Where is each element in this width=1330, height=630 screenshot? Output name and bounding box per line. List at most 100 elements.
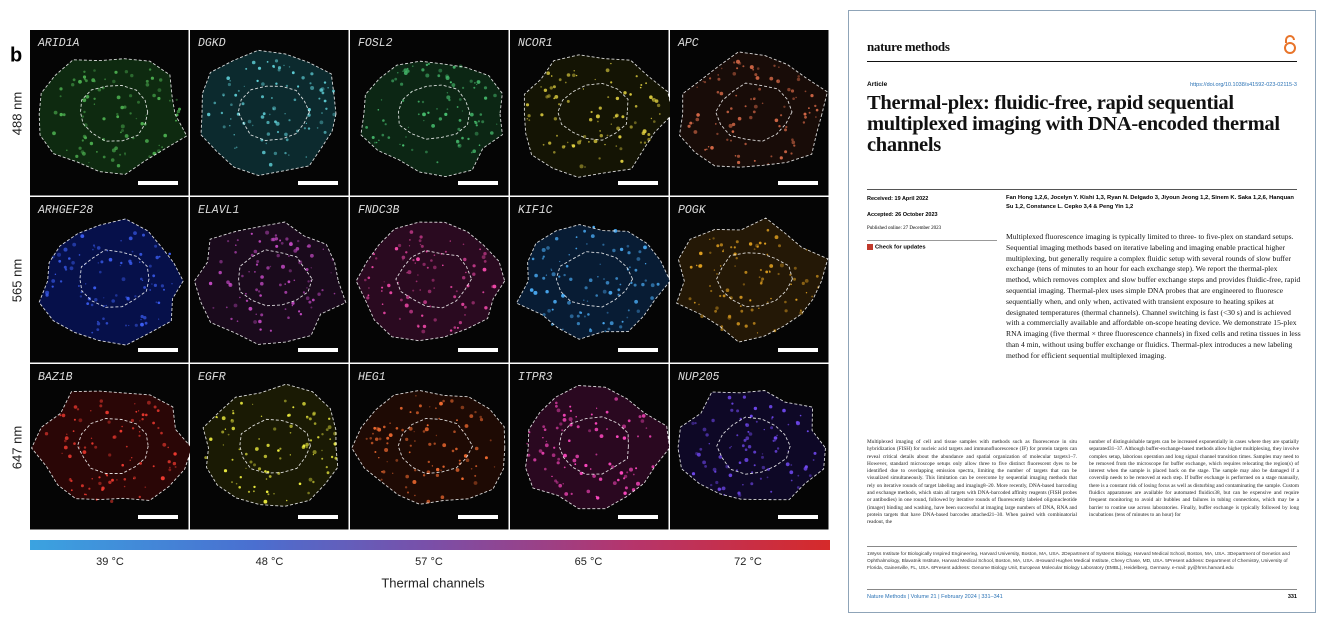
fluorescent-spot	[120, 105, 124, 110]
fluorescent-spot	[417, 274, 419, 276]
fluorescent-spot	[415, 280, 418, 283]
fluorescent-spot	[737, 160, 741, 165]
cell-body	[516, 224, 671, 340]
fluorescent-spot	[232, 412, 235, 415]
fluorescent-spot	[638, 250, 642, 254]
fluorescent-spot	[776, 447, 780, 450]
fluorescent-spot	[283, 64, 285, 67]
fluorescent-spot	[633, 283, 637, 287]
fluorescent-spot	[764, 242, 767, 245]
fluorescent-spot	[220, 111, 224, 115]
fluorescent-spot	[238, 448, 241, 451]
fluorescent-spot	[305, 296, 310, 301]
nucleus-outline	[716, 252, 793, 308]
check-updates[interactable]: Check for updates	[867, 240, 997, 251]
fluorescent-spot	[699, 447, 703, 451]
fluorescent-spot	[409, 239, 411, 241]
fluorescent-spot	[570, 492, 573, 495]
fluorescent-spot	[566, 141, 569, 144]
fluorescent-spot	[619, 471, 624, 475]
fluorescent-spot	[140, 322, 144, 327]
fluorescent-spot	[606, 311, 609, 314]
fluorescent-spot	[378, 139, 380, 141]
fluorescent-spot	[417, 113, 420, 116]
fluorescent-spot	[409, 309, 413, 314]
fluorescent-spot	[558, 78, 562, 82]
fluorescent-spot	[462, 243, 465, 246]
fluorescent-spot	[80, 291, 83, 294]
fluorescent-spot	[431, 278, 435, 282]
fluorescent-spot	[163, 133, 167, 138]
fluorescent-spot	[330, 455, 334, 459]
fluorescent-spot	[145, 139, 149, 143]
fluorescent-spot	[614, 397, 618, 401]
fluorescent-spot	[716, 244, 720, 248]
fluorescent-spot	[230, 317, 233, 321]
fluorescent-spot	[328, 417, 331, 420]
fluorescent-spot	[476, 83, 478, 86]
fluorescent-spot	[464, 424, 469, 428]
fluorescent-spot	[301, 76, 305, 80]
fluorescent-spot	[156, 409, 160, 412]
fluorescent-spot	[124, 70, 129, 74]
fluorescent-spot	[399, 406, 403, 410]
fluorescent-spot	[321, 433, 324, 436]
gene-label: EGFR	[198, 371, 226, 384]
fluorescent-spot	[158, 255, 161, 258]
fluorescent-spot	[543, 428, 547, 432]
colorbar-ticks: 39 °C 48 °C 57 °C 65 °C 72 °C	[96, 556, 762, 568]
fluorescent-spot	[562, 413, 566, 417]
cell-body	[203, 384, 338, 507]
fluorescent-spot	[799, 414, 802, 417]
gene-label: ELAVL1	[198, 204, 239, 217]
fluorescent-spot	[138, 434, 141, 437]
fluorescent-spot	[743, 438, 747, 442]
fluorescent-spot	[698, 303, 700, 306]
fluorescent-spot	[235, 244, 237, 246]
fluorescent-spot	[224, 428, 227, 430]
fluorescent-spot	[391, 79, 395, 83]
fluorescent-spot	[266, 443, 270, 447]
fluorescent-spot	[580, 311, 583, 314]
fluorescent-spot	[119, 264, 122, 267]
fluorescent-spot	[277, 66, 282, 70]
fluorescent-spot	[169, 466, 171, 469]
fluorescent-spot	[297, 85, 300, 88]
fluorescent-spot	[69, 478, 72, 480]
fluorescent-spot	[86, 95, 90, 99]
row-label: 565 nm	[9, 259, 24, 302]
fluorescent-spot	[159, 78, 163, 82]
fluorescent-spot	[288, 255, 290, 257]
microscopy-image: KIF1C	[510, 197, 671, 363]
fluorescent-spot	[803, 112, 807, 116]
fluorescent-spot	[749, 414, 753, 418]
fluorescent-spot	[718, 455, 723, 459]
fluorescent-spot	[526, 117, 529, 120]
fluorescent-spot	[91, 442, 94, 445]
fluorescent-spot	[84, 136, 87, 140]
fluorescent-spot	[456, 140, 460, 144]
fluorescent-spot	[752, 110, 756, 114]
fluorescent-spot	[245, 67, 248, 70]
fluorescent-spot	[291, 304, 294, 307]
fluorescent-spot	[470, 151, 473, 154]
fluorescent-spot	[145, 413, 148, 417]
fluorescent-spot	[325, 107, 328, 111]
fluorescent-spot	[102, 155, 106, 159]
fluorescent-spot	[422, 112, 426, 117]
fluorescent-spot	[52, 131, 56, 136]
fluorescent-spot	[105, 410, 109, 415]
fluorescent-spot	[377, 109, 380, 111]
fluorescent-spot	[761, 102, 764, 105]
fluorescent-spot	[747, 430, 750, 433]
fluorescent-spot	[287, 316, 290, 320]
fluorescent-spot	[436, 108, 438, 110]
fluorescent-spot	[590, 413, 593, 416]
fluorescent-spot	[738, 493, 742, 497]
fluorescent-spot	[289, 432, 292, 434]
fluorescent-spot	[150, 76, 154, 80]
fluorescent-spot	[651, 97, 656, 102]
doi-link[interactable]: https://doi.org/10.1038/s41592-023-02115…	[1190, 82, 1297, 88]
fluorescent-spot	[543, 88, 548, 93]
